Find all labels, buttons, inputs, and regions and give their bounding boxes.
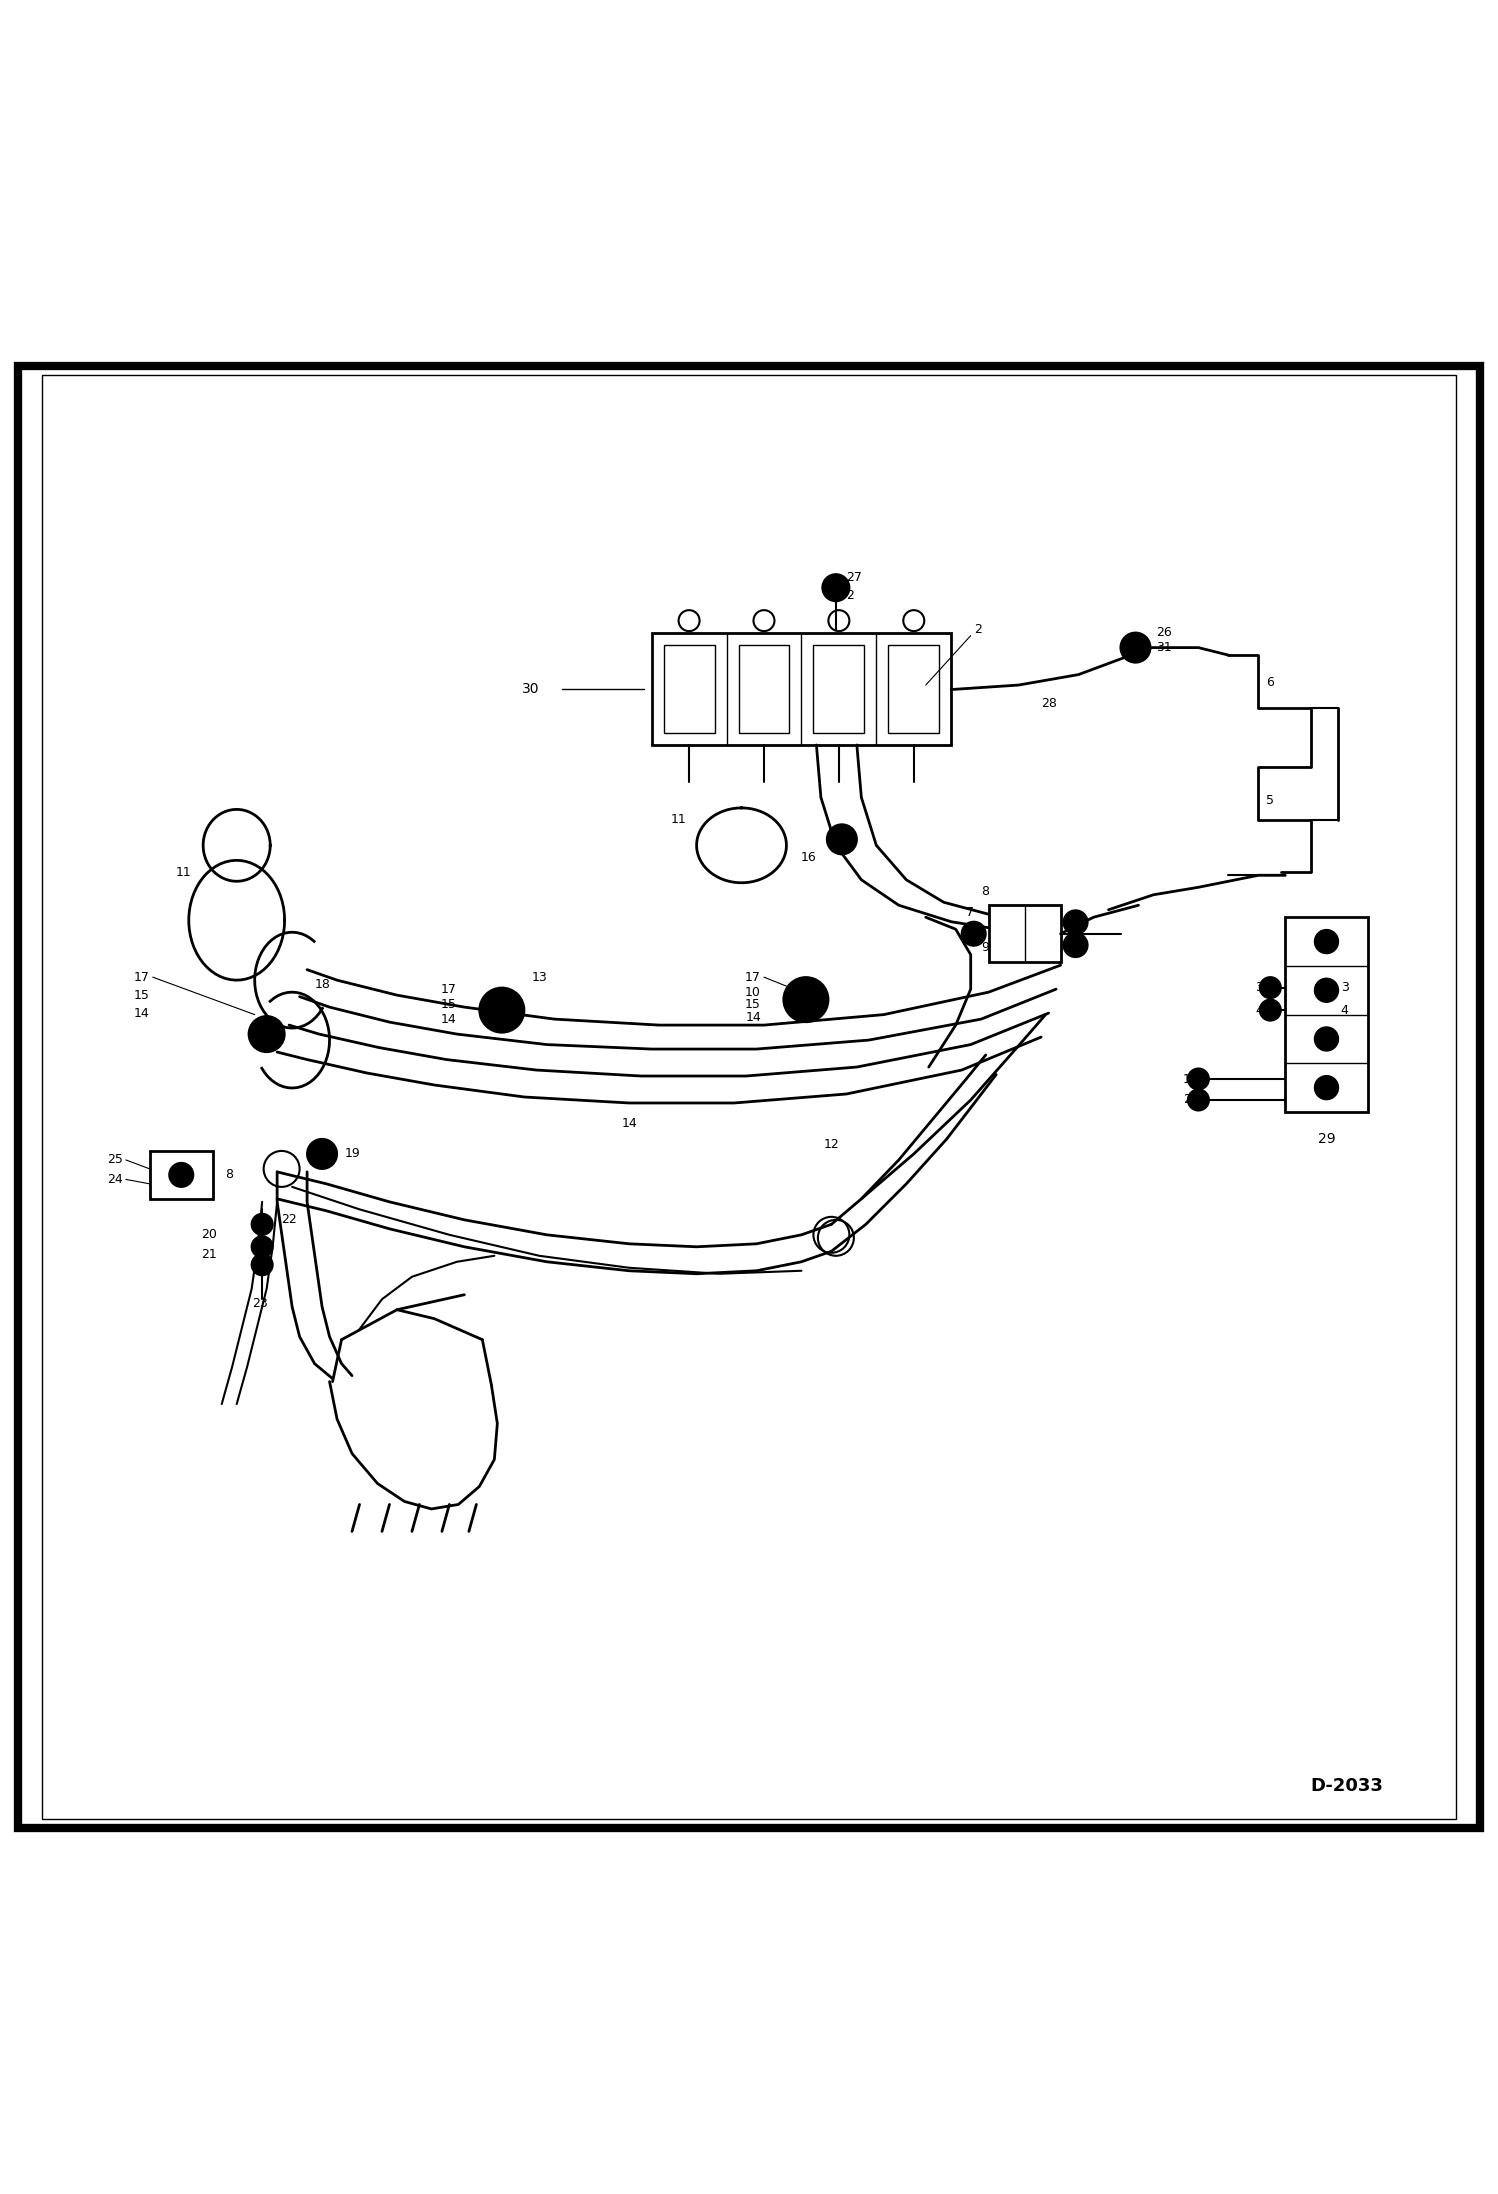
- Text: 13: 13: [532, 970, 548, 983]
- Circle shape: [490, 998, 514, 1022]
- Circle shape: [1315, 1027, 1339, 1051]
- Text: 25: 25: [106, 1154, 123, 1167]
- Bar: [989, 906, 1061, 963]
- Text: 4: 4: [1255, 1003, 1263, 1016]
- Text: 12: 12: [824, 1139, 840, 1152]
- Text: 14: 14: [133, 1007, 150, 1020]
- Bar: [150, 1152, 213, 1198]
- Circle shape: [1260, 976, 1281, 998]
- Circle shape: [1260, 1000, 1281, 1020]
- Circle shape: [1064, 911, 1088, 935]
- Bar: [739, 645, 789, 733]
- Text: 15: 15: [440, 998, 457, 1011]
- Text: 24: 24: [106, 1174, 123, 1187]
- Circle shape: [1121, 632, 1150, 663]
- Text: 2: 2: [974, 623, 981, 636]
- Text: 11: 11: [670, 814, 686, 827]
- Text: 31: 31: [1156, 641, 1173, 654]
- Text: 2: 2: [846, 588, 854, 601]
- Circle shape: [1128, 641, 1143, 656]
- Circle shape: [252, 1213, 273, 1235]
- Circle shape: [827, 825, 857, 853]
- Text: 7: 7: [966, 906, 974, 919]
- Circle shape: [794, 987, 818, 1011]
- Circle shape: [1315, 930, 1339, 954]
- Circle shape: [1188, 1090, 1209, 1110]
- Circle shape: [479, 987, 524, 1033]
- Text: 3: 3: [1341, 981, 1348, 994]
- Text: 23: 23: [252, 1297, 268, 1310]
- Circle shape: [822, 575, 849, 601]
- Text: 1: 1: [1183, 1073, 1191, 1086]
- Text: 27: 27: [846, 570, 863, 584]
- Bar: [664, 645, 715, 733]
- Text: 30: 30: [521, 682, 539, 695]
- Text: 14: 14: [745, 1011, 761, 1025]
- Text: 15: 15: [133, 989, 150, 1003]
- Text: 16: 16: [800, 851, 816, 864]
- Circle shape: [258, 1025, 276, 1042]
- Circle shape: [962, 921, 986, 946]
- Text: 3: 3: [1255, 981, 1263, 994]
- Circle shape: [252, 1255, 273, 1275]
- Circle shape: [1188, 1068, 1209, 1090]
- Circle shape: [249, 1016, 285, 1053]
- Text: 9: 9: [981, 941, 989, 954]
- Text: 29: 29: [1318, 1132, 1335, 1145]
- Text: 6: 6: [1266, 676, 1273, 689]
- Text: 17: 17: [133, 970, 150, 983]
- Text: 20: 20: [201, 1229, 217, 1242]
- Circle shape: [783, 976, 828, 1022]
- Text: 2: 2: [1183, 1093, 1191, 1106]
- Text: 19: 19: [345, 1147, 361, 1161]
- Bar: [888, 645, 939, 733]
- Text: 22: 22: [282, 1213, 298, 1226]
- Text: 10: 10: [745, 985, 761, 998]
- Text: 14: 14: [440, 1014, 457, 1025]
- Text: 26: 26: [1156, 625, 1173, 638]
- Text: D-2033: D-2033: [1311, 1777, 1384, 1795]
- Circle shape: [307, 1139, 337, 1169]
- Text: 28: 28: [1041, 695, 1058, 709]
- Bar: [813, 645, 864, 733]
- Circle shape: [252, 1235, 273, 1257]
- Bar: [652, 632, 951, 746]
- Circle shape: [1315, 1075, 1339, 1099]
- Text: 8: 8: [981, 884, 989, 897]
- Text: 18: 18: [315, 979, 331, 992]
- Circle shape: [1315, 979, 1339, 1003]
- Bar: [1285, 917, 1368, 1112]
- Text: 11: 11: [175, 867, 192, 880]
- Text: 14: 14: [622, 1117, 638, 1130]
- Text: 17: 17: [745, 970, 761, 983]
- Text: 4: 4: [1341, 1003, 1348, 1016]
- Circle shape: [169, 1163, 193, 1187]
- Text: 21: 21: [201, 1248, 217, 1262]
- Text: 15: 15: [745, 998, 761, 1011]
- Text: 8: 8: [225, 1169, 232, 1180]
- Circle shape: [1064, 932, 1088, 957]
- Text: 5: 5: [1266, 794, 1273, 807]
- Text: 17: 17: [440, 983, 457, 996]
